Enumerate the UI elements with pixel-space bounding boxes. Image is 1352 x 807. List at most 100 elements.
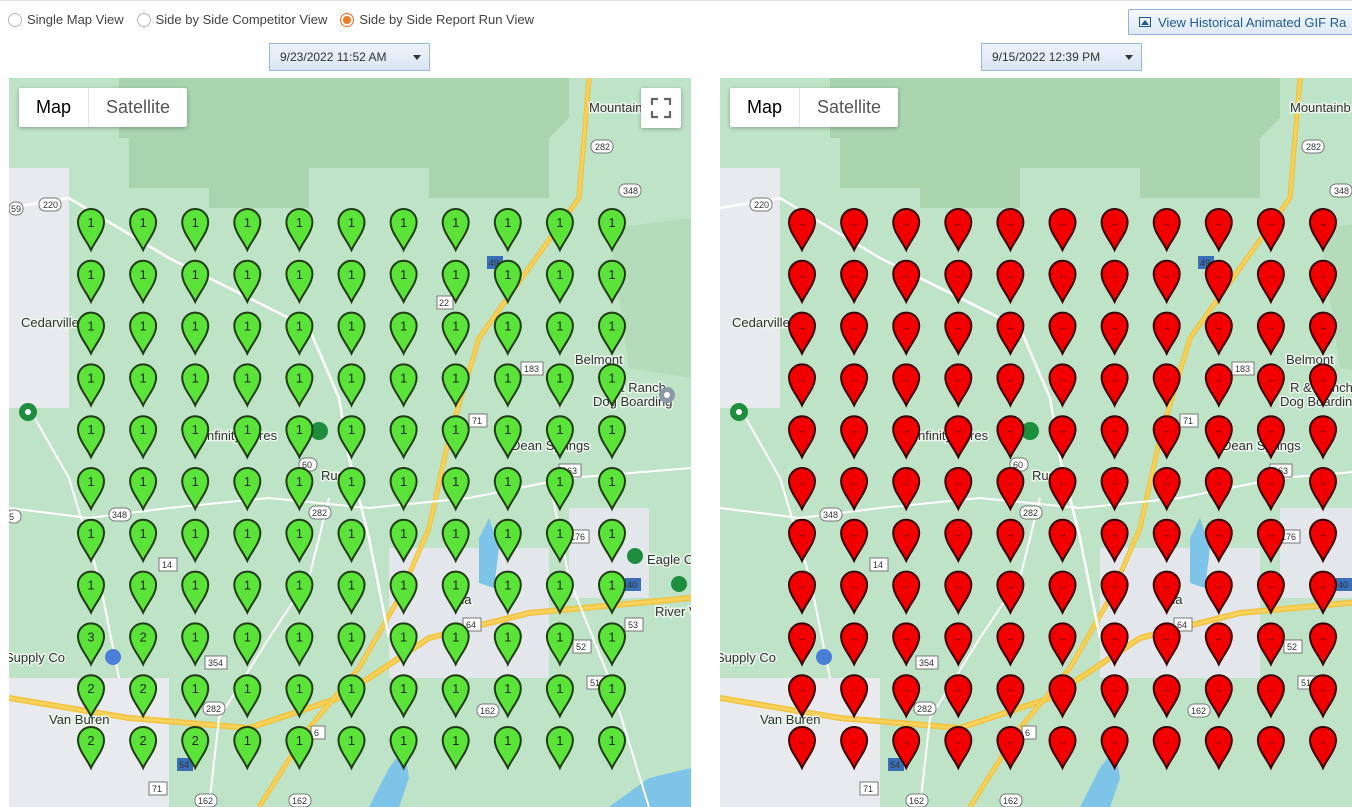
rank-pin-marker[interactable]: – [787, 311, 817, 357]
map-type-map-button[interactable]: Map [747, 97, 783, 117]
rank-pin-marker[interactable]: – [1152, 363, 1181, 408]
rank-pin-marker[interactable]: 1 [545, 570, 574, 616]
rank-pin-marker[interactable]: 1 [597, 622, 627, 667]
rank-pin-marker[interactable]: – [944, 622, 973, 667]
rank-pin-marker[interactable]: 1 [389, 622, 418, 667]
park-icon[interactable] [310, 422, 328, 440]
rank-pin-marker[interactable]: 1 [76, 467, 106, 512]
rank-pin-marker[interactable]: 1 [441, 726, 470, 771]
rank-pin-marker[interactable]: – [996, 311, 1025, 357]
rank-pin-marker[interactable]: – [1100, 208, 1129, 253]
left-report-date-select[interactable]: 9/23/2022 11:52 AM [269, 43, 430, 71]
rank-pin-marker[interactable]: – [944, 518, 973, 564]
rank-pin-marker[interactable]: – [1100, 415, 1129, 460]
rank-pin-marker[interactable]: 1 [233, 570, 262, 616]
rank-pin-marker[interactable]: 1 [493, 208, 522, 253]
rank-pin-marker[interactable]: 1 [337, 518, 366, 564]
rank-pin-marker[interactable]: 1 [181, 259, 210, 305]
rank-pin-marker[interactable]: – [1308, 570, 1338, 616]
rank-pin-marker[interactable]: – [1256, 726, 1285, 771]
rank-pin-marker[interactable]: 1 [129, 518, 158, 564]
rank-pin-marker[interactable]: – [944, 208, 973, 253]
rank-pin-marker[interactable]: – [892, 518, 921, 564]
radio-side-by-side-report-run-view[interactable]: Side by Side Report Run View [340, 12, 534, 27]
rank-pin-marker[interactable]: – [1100, 311, 1129, 357]
rank-pin-marker[interactable]: – [1152, 674, 1181, 719]
rank-pin-marker[interactable]: – [1152, 518, 1181, 564]
rank-pin-marker[interactable]: 1 [389, 570, 418, 616]
map-type-satellite-button[interactable]: Satellite [817, 97, 882, 117]
rank-pin-marker[interactable]: 1 [545, 259, 574, 305]
rank-pin-marker[interactable]: – [892, 208, 921, 253]
rank-pin-marker[interactable]: – [1256, 674, 1285, 719]
rank-pin-marker[interactable]: 1 [493, 518, 522, 564]
rank-pin-marker[interactable]: 1 [597, 415, 627, 460]
rank-pin-marker[interactable]: – [1100, 518, 1129, 564]
rank-pin-marker[interactable]: – [892, 674, 921, 719]
rank-pin-marker[interactable]: – [1308, 467, 1338, 512]
rank-pin-marker[interactable]: 1 [441, 259, 470, 305]
rank-pin-marker[interactable]: – [892, 259, 921, 305]
rank-pin-marker[interactable]: – [1204, 415, 1233, 460]
rank-pin-marker[interactable]: 1 [181, 622, 210, 667]
rank-pin-marker[interactable]: 1 [441, 415, 470, 460]
rank-pin-marker[interactable]: – [1048, 208, 1077, 253]
rank-pin-marker[interactable]: 1 [441, 518, 470, 564]
rank-pin-marker[interactable]: – [1308, 259, 1338, 305]
rank-pin-marker[interactable]: – [787, 208, 817, 253]
rank-pin-marker[interactable]: 1 [545, 674, 574, 719]
rank-pin-marker[interactable]: 1 [493, 415, 522, 460]
map-canvas[interactable]: Mountainb Cedarville Belmont R & Ranch D… [9, 78, 691, 807]
rank-pin-marker[interactable]: 1 [233, 208, 262, 253]
rank-pin-marker[interactable]: 2 [76, 674, 106, 719]
rank-pin-marker[interactable]: – [892, 726, 921, 771]
rank-pin-marker[interactable]: – [1256, 518, 1285, 564]
shop-icon[interactable] [105, 649, 121, 665]
rank-pin-marker[interactable]: 1 [493, 311, 522, 357]
rank-pin-marker[interactable]: – [996, 415, 1025, 460]
rank-pin-marker[interactable]: – [1048, 570, 1077, 616]
rank-pin-marker[interactable]: – [1152, 208, 1181, 253]
rank-pin-marker[interactable]: 1 [337, 208, 366, 253]
rank-pin-marker[interactable]: 1 [233, 726, 262, 771]
rank-pin-marker[interactable]: – [787, 259, 817, 305]
rank-pin-marker[interactable]: – [996, 518, 1025, 564]
rank-pin-marker[interactable]: 1 [181, 570, 210, 616]
rank-pin-marker[interactable]: 1 [597, 363, 627, 408]
rank-pin-marker[interactable]: – [1048, 363, 1077, 408]
park-icon[interactable] [671, 576, 687, 592]
rank-pin-marker[interactable]: 1 [76, 259, 106, 305]
rank-pin-marker[interactable]: – [944, 570, 973, 616]
rank-pin-marker[interactable]: – [1256, 363, 1285, 408]
rank-pin-marker[interactable]: – [1100, 726, 1129, 771]
rank-pin-marker[interactable]: 1 [389, 259, 418, 305]
rank-pin-marker[interactable]: – [1152, 259, 1181, 305]
rank-pin-marker[interactable]: 1 [181, 467, 210, 512]
rank-pin-marker[interactable]: 1 [597, 259, 627, 305]
rank-pin-marker[interactable]: – [840, 208, 869, 253]
rank-pin-marker[interactable]: 1 [441, 311, 470, 357]
rank-pin-marker[interactable]: – [1100, 622, 1129, 667]
rank-pin-marker[interactable]: 1 [181, 363, 210, 408]
rank-pin-marker[interactable]: – [1048, 674, 1077, 719]
rank-pin-marker[interactable]: 1 [181, 518, 210, 564]
rank-pin-marker[interactable]: – [1100, 674, 1129, 719]
rank-pin-marker[interactable]: – [944, 415, 973, 460]
radio-single-map-view[interactable]: Single Map View [8, 12, 124, 27]
rank-pin-marker[interactable]: 1 [285, 726, 314, 771]
rank-pin-marker[interactable]: 1 [389, 208, 418, 253]
rank-pin-marker[interactable]: – [1256, 208, 1285, 253]
rank-pin-marker[interactable]: 1 [285, 311, 314, 357]
rank-pin-marker[interactable]: 1 [545, 622, 574, 667]
map-type-satellite-button[interactable]: Satellite [106, 97, 171, 117]
rank-pin-marker[interactable]: – [1204, 467, 1233, 512]
rank-pin-marker[interactable]: – [1308, 208, 1338, 253]
rank-pin-marker[interactable]: 1 [441, 622, 470, 667]
rank-pin-marker[interactable]: 1 [493, 467, 522, 512]
rank-pin-marker[interactable]: 3 [76, 622, 106, 667]
rank-pin-marker[interactable]: 1 [597, 208, 627, 253]
rank-pin-marker[interactable]: 1 [337, 467, 366, 512]
rank-pin-marker[interactable]: 1 [181, 311, 210, 357]
rank-pin-marker[interactable]: 1 [337, 415, 366, 460]
rank-pin-marker[interactable]: 1 [129, 467, 158, 512]
